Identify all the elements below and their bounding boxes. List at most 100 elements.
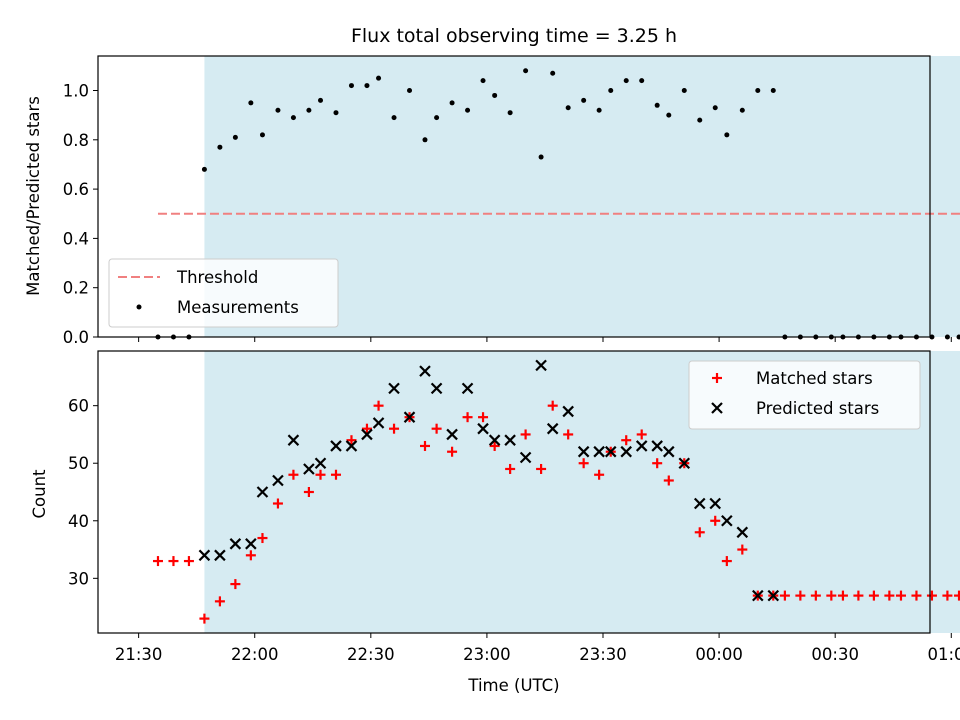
measurement-point bbox=[290, 115, 296, 121]
matched-star-point bbox=[954, 590, 960, 601]
matched-star-point bbox=[810, 590, 821, 601]
predicted-star-point bbox=[361, 428, 373, 441]
y-tick-label: 50 bbox=[68, 454, 89, 473]
chart-title: Flux total observing time = 3.25 h bbox=[351, 25, 677, 47]
x-tick-label: 00:30 bbox=[811, 645, 859, 664]
matched-star-point bbox=[868, 590, 879, 601]
measurement-point bbox=[681, 88, 687, 94]
matched-star-point bbox=[853, 590, 864, 601]
matched-star-point bbox=[168, 556, 179, 567]
predicted-star-point bbox=[198, 549, 211, 562]
y-tick-label: 0.8 bbox=[63, 131, 89, 150]
measurement-point bbox=[306, 107, 312, 113]
measurement-point bbox=[596, 107, 602, 113]
predicted-star-point bbox=[477, 422, 489, 435]
matched-star-point bbox=[710, 515, 721, 526]
matched-star-point bbox=[447, 446, 458, 457]
matched-star-point bbox=[636, 429, 647, 440]
matched-star-point bbox=[926, 590, 937, 601]
top-y-axis-label: Matched/Predicted stars bbox=[24, 96, 43, 296]
measurement-point bbox=[639, 78, 645, 84]
matched-star-point bbox=[389, 423, 400, 434]
predicted-star-point bbox=[403, 411, 416, 423]
measurement-point bbox=[581, 97, 587, 103]
predicted-star-point bbox=[256, 486, 269, 498]
measurement-point bbox=[654, 102, 660, 108]
matched-star-point bbox=[621, 435, 632, 446]
measurement-point bbox=[697, 117, 703, 123]
matched-star-point bbox=[737, 544, 748, 555]
measurement-point bbox=[538, 154, 544, 160]
y-tick-label: 0.0 bbox=[63, 328, 89, 347]
measurement-point bbox=[944, 334, 950, 340]
measurement-point bbox=[434, 115, 440, 121]
predicted-star-point bbox=[663, 445, 675, 458]
predicted-star-point bbox=[229, 538, 242, 550]
top-y-ticks: 0.0 0.2 0.4 0.6 0.8 1.0 bbox=[63, 82, 98, 347]
legend-predicted-swatch bbox=[711, 402, 723, 414]
measurement-point bbox=[348, 83, 354, 89]
predicted-star-point bbox=[635, 440, 648, 452]
measurement-point bbox=[232, 134, 238, 140]
matched-star-point bbox=[257, 533, 268, 544]
y-tick-label: 1.0 bbox=[63, 82, 89, 101]
matched-star-point bbox=[505, 463, 516, 474]
measurement-point bbox=[391, 115, 397, 121]
measurement-point bbox=[492, 92, 498, 98]
predicted-star-point bbox=[651, 440, 663, 452]
predicted-star-point bbox=[330, 440, 342, 452]
predicted-star-point bbox=[736, 526, 749, 539]
x-tick-label: 22:00 bbox=[231, 645, 279, 664]
measurement-point bbox=[724, 132, 730, 138]
bottom-x-ticks: 21:30 22:00 22:30 23:00 23:30 00:00 00:30 01:00… bbox=[115, 633, 960, 664]
matched-star-point bbox=[214, 596, 225, 607]
matched-star-point bbox=[152, 556, 163, 567]
matched-star-point bbox=[245, 550, 256, 561]
predicted-star-point bbox=[303, 463, 315, 475]
bottom-legend-box bbox=[688, 360, 921, 430]
matched-star-point bbox=[826, 590, 837, 601]
top-panel: 0.0 0.2 0.4 0.6 0.8 1.0 Matched/Predicted sta… bbox=[24, 55, 960, 347]
matched-star-point bbox=[431, 423, 442, 434]
matched-star-point bbox=[346, 435, 357, 446]
predicted-star-point bbox=[752, 589, 764, 602]
matched-star-point bbox=[288, 469, 299, 480]
matched-star-point bbox=[884, 590, 895, 601]
legend-matched-label: Matched stars bbox=[756, 369, 873, 388]
matched-star-point bbox=[199, 613, 210, 624]
x-tick-label: 21:30 bbox=[115, 645, 163, 664]
measurement-point bbox=[259, 132, 265, 138]
top-plot-frame bbox=[97, 55, 931, 338]
predicted-star-point bbox=[593, 445, 605, 458]
predicted-star-point bbox=[562, 405, 574, 418]
legend-predicted-label: Predicted stars bbox=[756, 399, 879, 418]
predicted-star-point bbox=[388, 382, 400, 395]
matched-star-point bbox=[536, 463, 547, 474]
predicted-star-point bbox=[345, 440, 358, 452]
measurement-point bbox=[712, 105, 718, 111]
predicted-star-point bbox=[678, 457, 691, 470]
measurement-point bbox=[248, 100, 254, 106]
top-legend-box bbox=[108, 258, 339, 328]
measurement-point bbox=[480, 78, 486, 84]
matched-star-point bbox=[183, 556, 194, 567]
measurement-point bbox=[755, 88, 761, 94]
bottom-plot-frame bbox=[97, 350, 931, 634]
measurement-point bbox=[364, 83, 370, 89]
matched-star-point bbox=[478, 412, 489, 423]
matched-star-point bbox=[837, 590, 848, 601]
x-tick-label: 00:00 bbox=[695, 645, 743, 664]
predicted-star-point bbox=[709, 497, 722, 510]
bottom-y-ticks: 30 40 50 60 bbox=[68, 397, 98, 588]
matched-star-point bbox=[315, 469, 326, 480]
measurement-point bbox=[318, 97, 324, 103]
predicted-star-point bbox=[214, 549, 226, 562]
predicted-star-point bbox=[272, 474, 284, 487]
predicted-star-point bbox=[461, 382, 474, 395]
predicted-star-point bbox=[430, 382, 443, 395]
matched-star-point bbox=[895, 590, 906, 601]
matched-star-point bbox=[272, 498, 283, 509]
measurement-point bbox=[376, 75, 382, 81]
matched-star-point bbox=[652, 458, 663, 469]
